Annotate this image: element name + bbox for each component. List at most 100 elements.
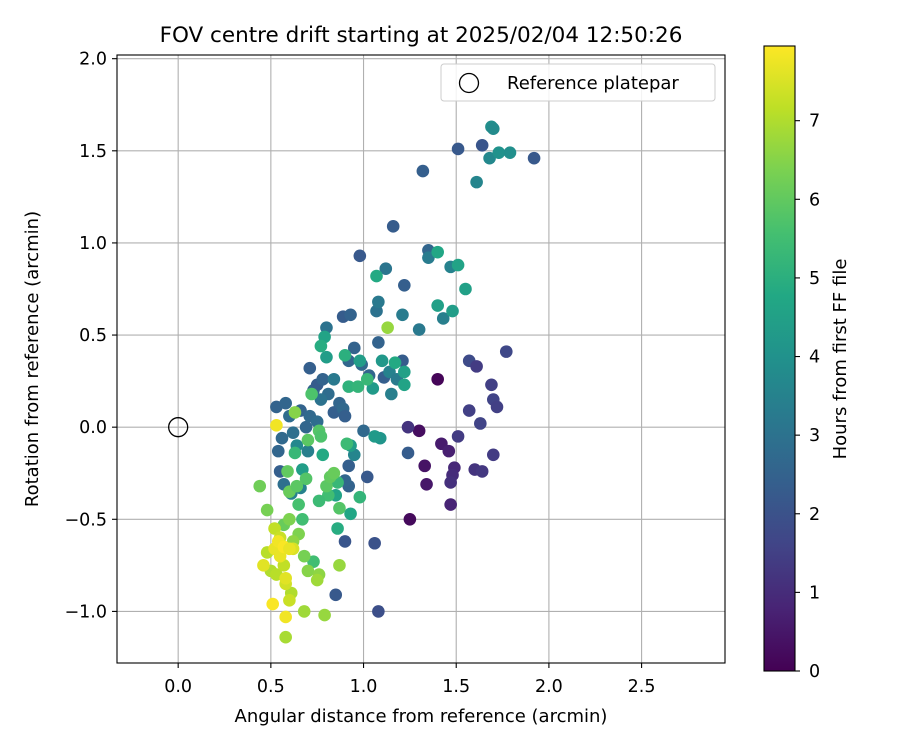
data-point [283, 594, 296, 607]
data-point [416, 164, 430, 178]
colorbar-label: Hours from first FF file [830, 259, 851, 460]
chart-title: FOV centre drift starting at 2025/02/04 … [160, 23, 683, 48]
data-point [379, 262, 393, 276]
legend: Reference platepar [440, 63, 716, 102]
data-point [401, 420, 415, 434]
data-point [290, 479, 304, 493]
data-point [342, 380, 356, 393]
data-point [490, 400, 504, 414]
x-tick-label: 0.0 [164, 677, 192, 697]
data-point [344, 308, 357, 322]
data-points [253, 120, 541, 644]
data-point [314, 339, 328, 353]
data-point [527, 151, 541, 165]
data-point [316, 448, 330, 462]
data-point [344, 507, 357, 521]
x-tick-label: 0.5 [257, 677, 285, 697]
data-point [381, 321, 394, 334]
data-point [370, 269, 383, 283]
data-point [436, 312, 450, 325]
data-point [299, 420, 313, 434]
data-point [398, 279, 411, 292]
data-point [353, 249, 367, 263]
data-point [442, 444, 456, 458]
data-point [420, 477, 433, 491]
data-point [257, 559, 270, 572]
data-point [485, 378, 498, 392]
x-tick-label: 1.0 [350, 677, 378, 697]
data-point [333, 559, 346, 572]
data-point [431, 372, 444, 386]
y-tick-label: −1.0 [65, 602, 108, 622]
data-point [366, 382, 380, 395]
y-tick-label: −0.5 [65, 510, 108, 530]
legend-label-reference: Reference platepar [507, 73, 679, 94]
data-point [499, 345, 513, 358]
data-point [431, 245, 444, 259]
colorbar-tick-label: 3 [809, 426, 820, 446]
data-point [301, 564, 315, 578]
data-point [386, 220, 400, 233]
data-point [418, 459, 432, 473]
data-point [288, 406, 302, 419]
data-point [301, 444, 315, 458]
colorbar-tick-label: 0 [809, 662, 820, 682]
data-point [503, 146, 517, 159]
x-axis-label: Angular distance from reference (arcmin) [235, 706, 608, 727]
data-point [451, 430, 465, 443]
data-point [385, 387, 398, 401]
data-point [470, 175, 483, 189]
colorbar-tick-label: 7 [809, 112, 820, 132]
y-axis-label: Rotation from reference (arcmin) [22, 211, 43, 507]
data-point [422, 251, 435, 264]
data-point [297, 549, 311, 563]
data-point [483, 151, 496, 165]
data-point [271, 444, 285, 458]
data-point [279, 630, 292, 644]
data-point [303, 361, 317, 375]
data-point [474, 417, 487, 430]
data-point [353, 490, 367, 504]
data-point [283, 512, 296, 526]
data-point [299, 472, 313, 486]
data-point [492, 146, 506, 159]
data-point [451, 258, 465, 272]
x-axis-ticks: 0.0 0.5 1.0 1.5 2.0 2.5 [164, 663, 656, 697]
colorbar-frame [763, 45, 796, 672]
data-point [403, 512, 417, 526]
data-point [338, 349, 352, 362]
reference-marker-layer [168, 417, 189, 438]
data-point [462, 404, 476, 417]
data-point [351, 380, 365, 393]
data-point [329, 588, 343, 602]
data-point [368, 536, 381, 550]
x-tick-label: 2.5 [628, 677, 656, 697]
data-point [275, 431, 289, 445]
data-point [296, 512, 309, 526]
colorbar-tick-label: 1 [809, 583, 820, 603]
colorbar-tick-label: 4 [809, 348, 820, 368]
data-point [396, 308, 409, 322]
legend-box [440, 63, 716, 102]
data-point [281, 465, 294, 478]
data-point [266, 597, 280, 611]
plot-frame [116, 54, 726, 664]
data-point [327, 372, 341, 386]
colorbar-tick-label: 5 [809, 269, 820, 289]
data-point [342, 459, 356, 473]
data-point [288, 446, 302, 460]
data-point [486, 448, 500, 462]
data-point [268, 522, 281, 535]
data-point [338, 535, 352, 548]
data-point [279, 610, 292, 624]
data-point [353, 354, 367, 368]
data-point [292, 498, 305, 511]
data-point [357, 424, 370, 438]
colorbar: 0 1 2 3 4 5 6 7 Hours from first FF file [763, 45, 851, 682]
data-point [333, 501, 346, 515]
y-tick-label: 1.0 [79, 234, 107, 254]
data-point [398, 365, 411, 379]
colorbar-tick-label: 2 [809, 505, 820, 525]
data-point [301, 433, 315, 447]
